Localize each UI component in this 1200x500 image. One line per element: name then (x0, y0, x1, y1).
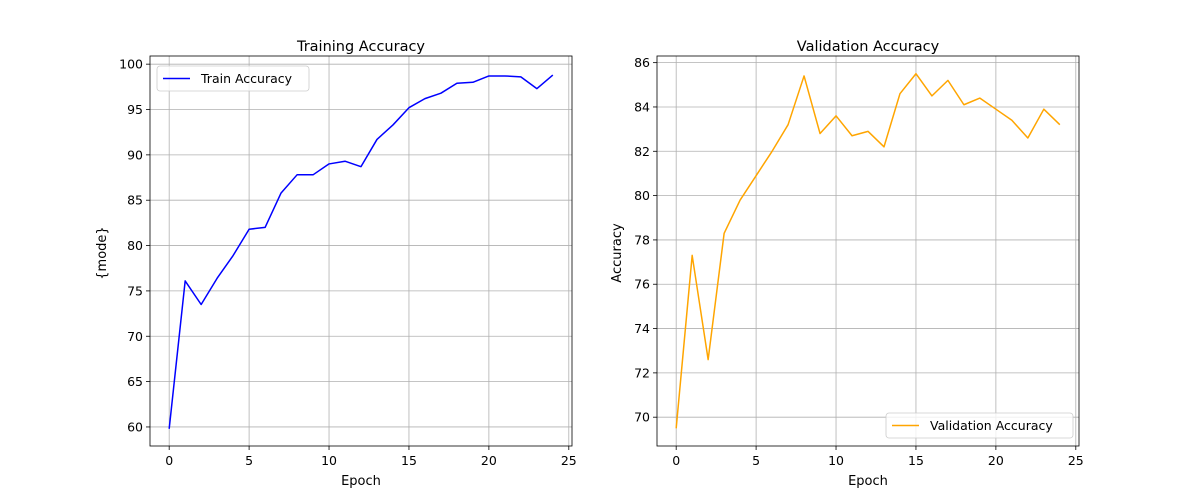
y-tick-label: 80 (127, 238, 143, 253)
y-tick-label: 60 (127, 419, 143, 434)
legend: Train Accuracy (156, 65, 310, 92)
y-tick-label: 72 (634, 365, 650, 380)
y-tick-label: 82 (634, 144, 650, 159)
plot-frame (149, 55, 573, 447)
series-line (675, 72, 1061, 429)
validation-accuracy-chart: Validation Accuracy Epoch Accuracy 0 5 10 1… (610, 39, 1084, 489)
x-tick-label: 0 (165, 453, 173, 468)
chart-title: Training Accuracy (296, 39, 425, 55)
x-tick-label: 15 (908, 453, 924, 468)
x-tick-label: 20 (988, 453, 1004, 468)
legend-box (885, 412, 1074, 439)
y-axis-label: Accuracy (610, 223, 625, 283)
legend-entry: Validation Accuracy (930, 418, 1053, 433)
y-tick-label: 70 (127, 329, 143, 344)
x-tick-label: 10 (828, 453, 844, 468)
x-tick-label: 15 (401, 453, 417, 468)
x-tick-label: 20 (481, 453, 497, 468)
y-tick-label: 95 (127, 102, 143, 117)
plot-frame (656, 55, 1080, 447)
y-tick-label: 75 (127, 283, 143, 298)
y-tick-label: 74 (634, 321, 650, 336)
x-tick-label: 5 (752, 453, 760, 468)
x-tick-label: 0 (672, 453, 680, 468)
x-tick-label: 25 (561, 453, 577, 468)
y-tick-label: 100 (119, 57, 143, 72)
y-tick-label: 80 (634, 188, 650, 203)
y-tick-label: 76 (634, 277, 650, 292)
legend: Validation Accuracy (885, 412, 1074, 439)
legend-box (156, 65, 310, 92)
y-tick-label: 70 (634, 410, 650, 425)
y-tick-label: 84 (634, 99, 650, 114)
y-tick-label: 90 (127, 147, 143, 162)
y-tick-label: 65 (127, 374, 143, 389)
y-tick-label: 86 (634, 55, 650, 70)
x-tick-label: 5 (245, 453, 253, 468)
series-line (168, 74, 554, 429)
y-tick-label: 85 (127, 193, 143, 208)
training-accuracy-chart: Training Accuracy Epoch {mode} 0 5 10 15 20 2… (95, 39, 577, 489)
x-axis-label: Epoch (341, 474, 381, 489)
y-axis-label: {mode} (95, 226, 110, 279)
chart-title: Validation Accuracy (797, 39, 940, 55)
x-axis-label: Epoch (848, 474, 888, 489)
x-tick-label: 10 (321, 453, 337, 468)
legend-entry: Train Accuracy (200, 71, 293, 86)
y-tick-label: 78 (634, 232, 650, 247)
x-tick-label: 25 (1068, 453, 1084, 468)
